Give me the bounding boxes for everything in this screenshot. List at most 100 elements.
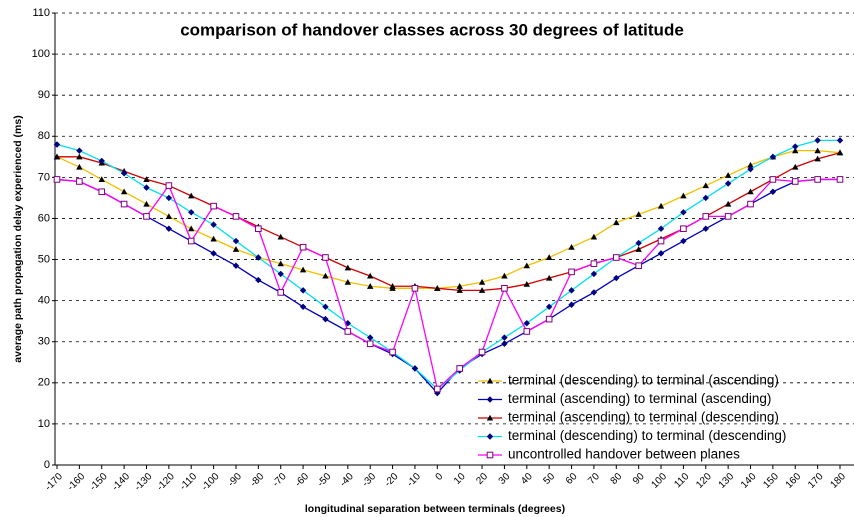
marker	[769, 176, 777, 183]
x-tick-label: 130	[717, 471, 737, 491]
marker	[232, 237, 240, 245]
x-tick-label: 30	[497, 471, 513, 487]
marker	[367, 283, 374, 289]
marker	[367, 334, 374, 341]
y-tick-label: 10	[38, 418, 50, 430]
chart-title: comparison of handover classes across 30…	[180, 20, 684, 39]
y-tick-label: 30	[38, 336, 50, 348]
marker	[299, 266, 307, 273]
x-tick-label: 110	[672, 471, 691, 490]
marker	[165, 225, 173, 232]
x-tick-label: 90	[631, 471, 647, 487]
y-tick-label: 70	[38, 171, 50, 183]
x-tick-label: -10	[405, 471, 423, 489]
marker	[814, 155, 821, 162]
legend-marker	[486, 414, 494, 421]
marker	[366, 340, 374, 348]
x-tick-label: 150	[761, 471, 781, 491]
x-tick-label: 160	[784, 471, 804, 491]
marker	[635, 246, 642, 252]
marker	[702, 225, 709, 232]
legend-marker	[486, 377, 494, 384]
x-tick-label: 50	[542, 471, 558, 487]
marker	[501, 272, 508, 279]
marker	[747, 161, 754, 168]
series-line	[57, 152, 841, 292]
x-tick-label: 80	[609, 471, 625, 487]
series-line	[56, 178, 840, 391]
marker	[836, 137, 844, 144]
marker	[255, 225, 262, 233]
marker	[143, 200, 150, 207]
y-tick-label: 0	[44, 459, 50, 471]
marker	[657, 225, 665, 232]
marker	[53, 141, 61, 148]
legend-label: terminal (descending) to terminal (desce…	[508, 428, 786, 443]
marker	[501, 340, 508, 347]
marker	[188, 209, 195, 216]
marker	[165, 213, 173, 219]
marker	[814, 176, 821, 183]
x-tick-label: 100	[649, 471, 669, 491]
marker	[568, 287, 575, 294]
x-axis-label: longitudinal separation between terminal…	[305, 503, 565, 515]
marker	[545, 315, 553, 323]
marker	[299, 243, 307, 251]
marker	[143, 184, 150, 191]
marker	[76, 178, 83, 185]
marker	[255, 276, 262, 284]
marker	[277, 270, 284, 278]
marker	[501, 334, 508, 341]
x-tick-label: -40	[338, 471, 356, 489]
marker	[501, 285, 508, 292]
x-tick-label: 10	[452, 471, 468, 487]
y-tick-label: 60	[38, 212, 50, 224]
marker	[792, 147, 799, 154]
marker	[53, 176, 61, 183]
marker	[210, 250, 217, 257]
x-tick-label: -150	[88, 471, 110, 493]
marker	[568, 268, 575, 276]
marker	[344, 278, 352, 285]
marker	[769, 153, 777, 161]
marker	[344, 328, 352, 335]
marker	[590, 260, 598, 267]
marker	[635, 211, 642, 217]
legend-label: terminal (descending) to terminal (ascen…	[508, 373, 779, 388]
marker	[299, 287, 307, 294]
marker	[545, 303, 553, 310]
marker	[769, 188, 777, 195]
x-tick-label: 40	[519, 471, 535, 487]
marker	[76, 163, 83, 170]
marker	[232, 262, 240, 269]
marker	[322, 254, 329, 261]
x-tick-label: 170	[806, 471, 826, 491]
marker	[232, 246, 240, 252]
y-tick-label: 80	[38, 130, 50, 142]
marker	[389, 283, 396, 289]
marker	[210, 235, 217, 242]
x-tick-label: -110	[178, 471, 200, 493]
x-tick-label: -50	[315, 471, 333, 489]
marker	[836, 149, 844, 156]
x-tick-label: -70	[271, 471, 289, 489]
marker	[568, 244, 575, 250]
marker	[188, 225, 195, 232]
marker	[210, 202, 217, 210]
marker	[702, 194, 709, 202]
marker	[76, 147, 83, 154]
x-tick-label: -80	[248, 471, 266, 489]
marker	[680, 237, 687, 245]
marker	[98, 188, 106, 196]
marker	[747, 200, 754, 208]
x-tick-label: 180	[828, 471, 848, 491]
marker	[98, 157, 105, 165]
marker	[76, 153, 83, 160]
marker	[277, 233, 284, 240]
marker	[523, 281, 530, 287]
marker	[456, 283, 463, 289]
legend-marker	[486, 396, 494, 403]
marker	[545, 274, 553, 281]
x-tick-label: -170	[43, 471, 65, 493]
marker	[165, 182, 173, 189]
